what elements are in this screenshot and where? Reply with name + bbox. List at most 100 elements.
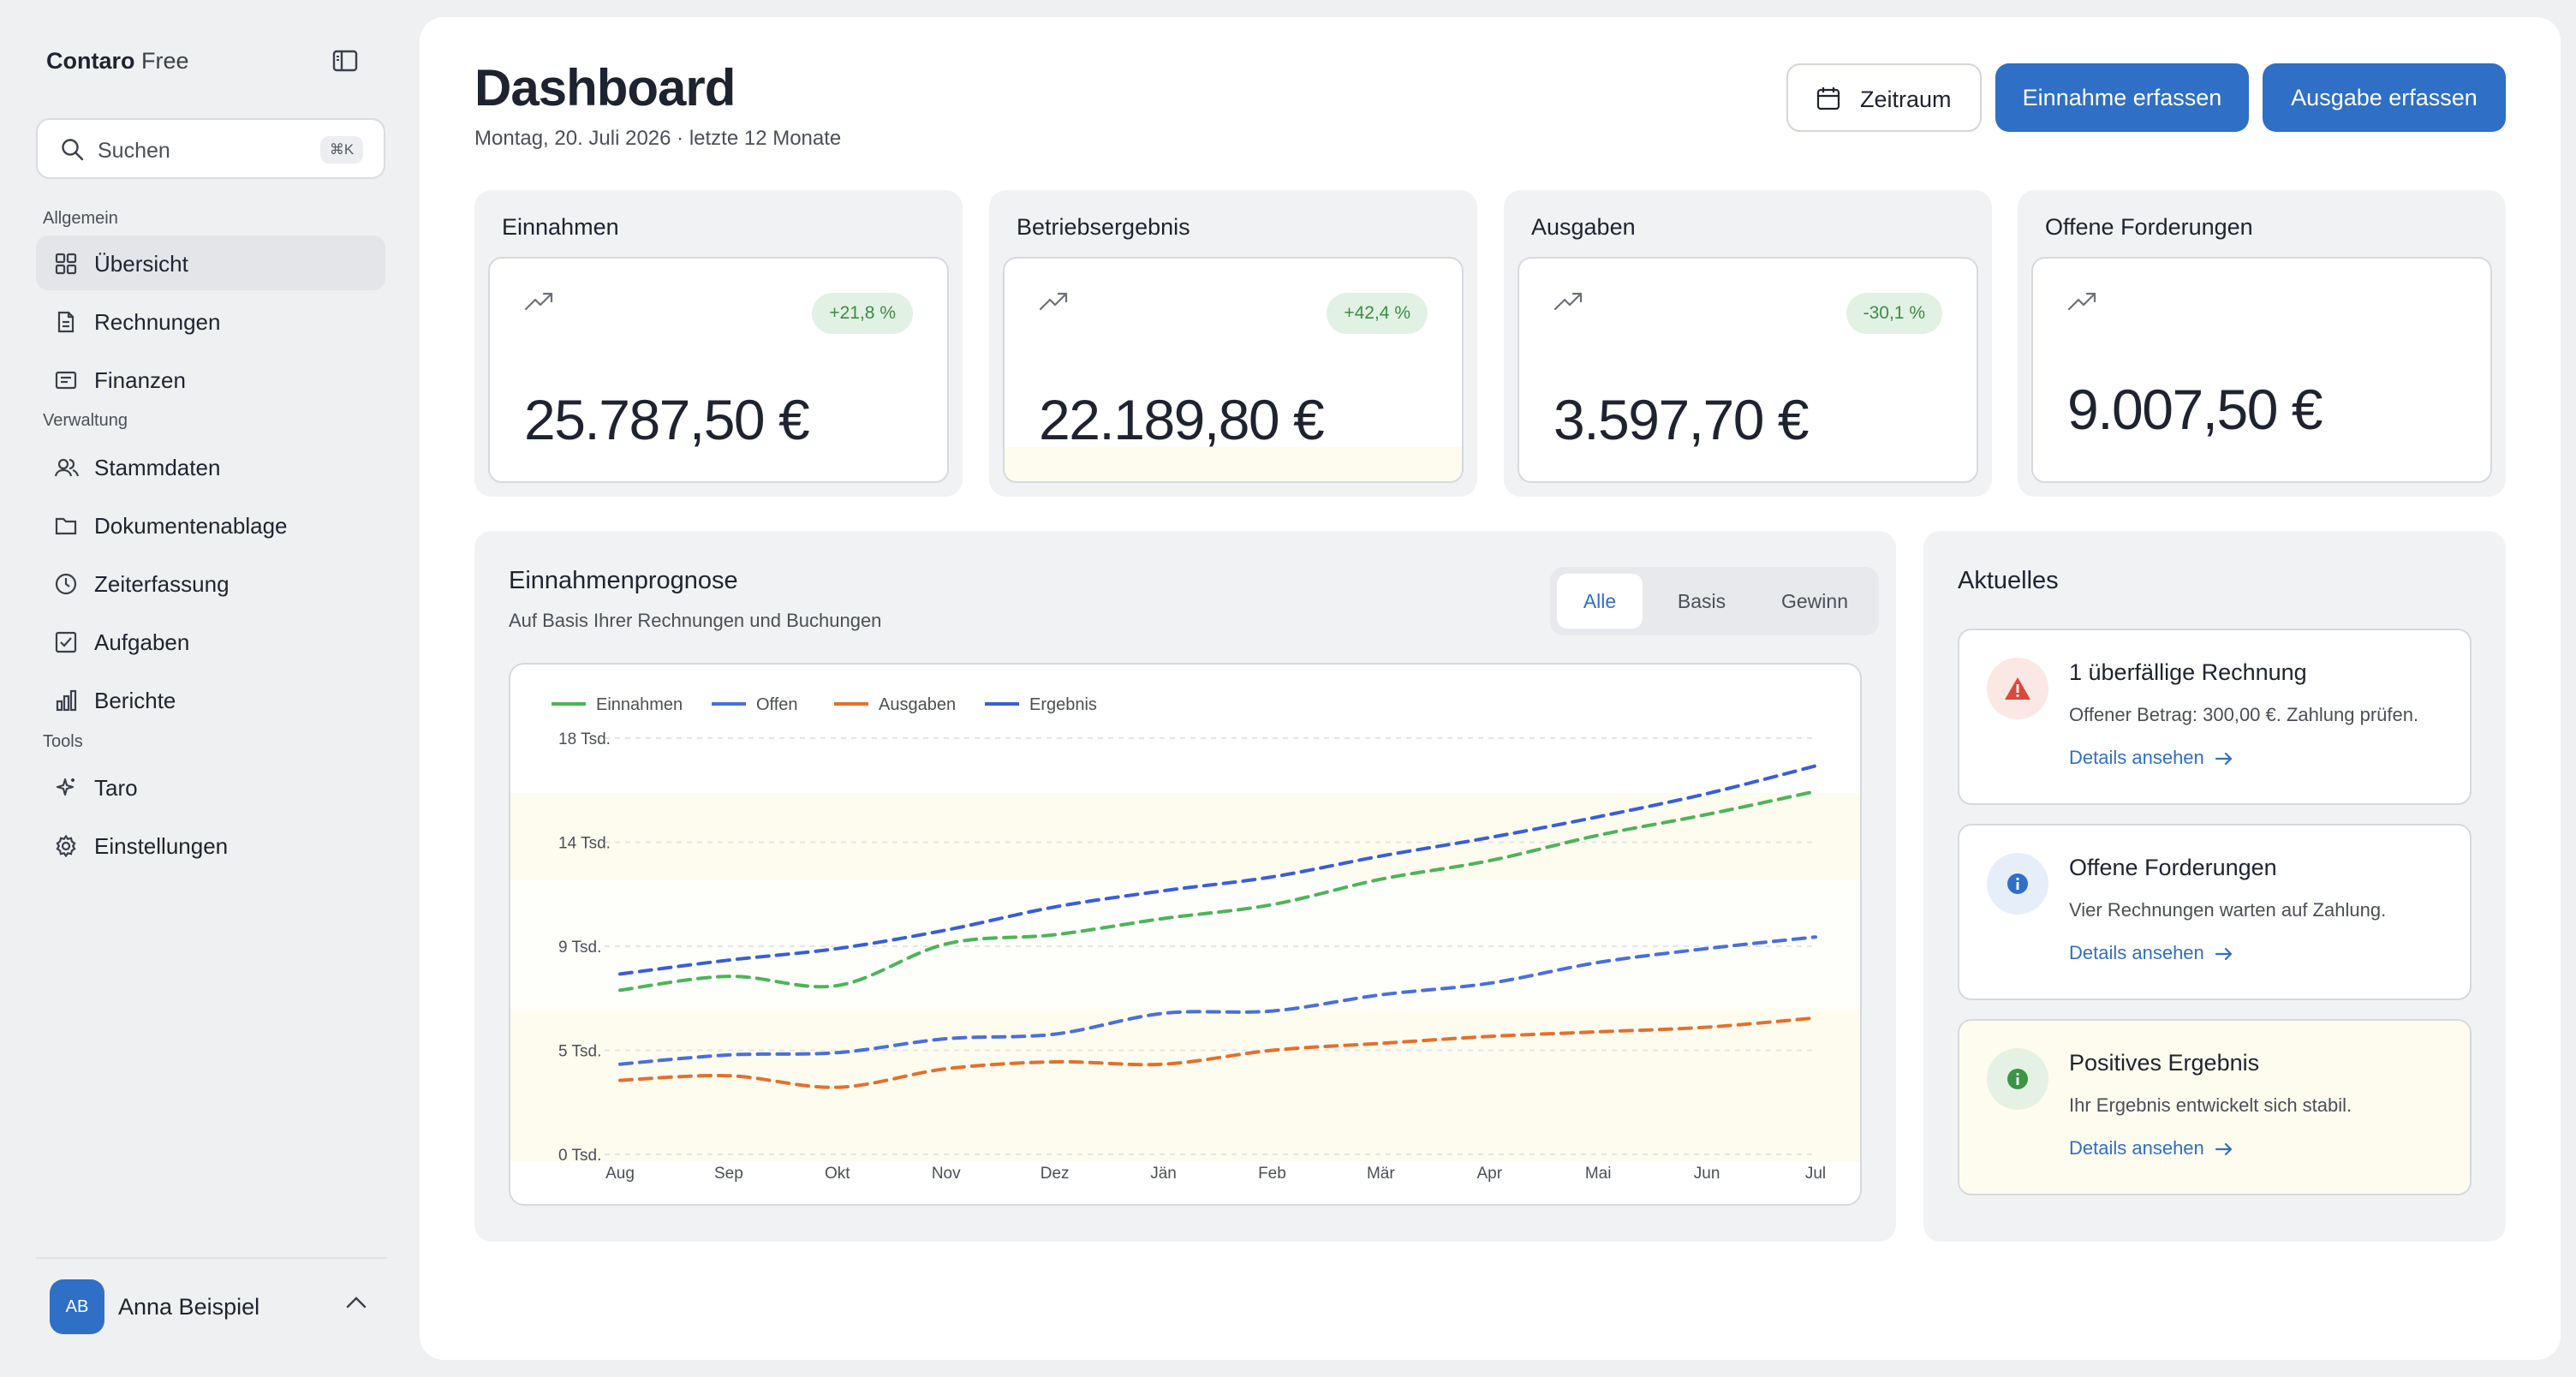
- y-tick-label: 0 Tsd.: [558, 1147, 601, 1165]
- chart-band: [510, 880, 1860, 1009]
- section-label-allgemein: Allgemein: [43, 209, 118, 228]
- sidebar-item-label: Finanzen: [94, 367, 186, 393]
- sidebar-item-stammdaten[interactable]: Stammdaten: [36, 439, 385, 494]
- kpi-title: Offene Forderungen: [2045, 214, 2253, 240]
- kpi-card[interactable]: 9.007,50 €: [2031, 257, 2492, 483]
- series-line: [618, 935, 1817, 1066]
- tab-basis[interactable]: Basis: [1677, 590, 1726, 612]
- tab-alle[interactable]: Alle: [1557, 574, 1643, 629]
- sidebar-item-einstellungen[interactable]: Einstellungen: [36, 818, 385, 873]
- y-tick-label: 5 Tsd.: [558, 1043, 601, 1061]
- chevron-up-icon[interactable]: [344, 1295, 368, 1310]
- kpi-card[interactable]: -30,1 % 3.597,70 €: [1518, 257, 1978, 483]
- details-link-label: Details ansehen: [2069, 942, 2204, 963]
- kpi-title: Betriebsergebnis: [1017, 214, 1190, 240]
- legend-label: Ausgaben: [879, 695, 956, 714]
- forecast-filter: Alle Basis Gewinn: [1550, 567, 1879, 635]
- chart-subtitle: Auf Basis Ihrer Rechnungen und Buchungen: [509, 610, 882, 631]
- news-card-positive-result[interactable]: Positives Ergebnis Ihr Ergebnis entwicke…: [1958, 1019, 2472, 1195]
- add-expense-button[interactable]: Ausgabe erfassen: [2263, 63, 2506, 132]
- period-button-label: Zeitraum: [1860, 86, 1952, 112]
- kpi-value: 9.007,50 €: [2067, 378, 2323, 441]
- kpi-expenses: Ausgaben -30,1 % 3.597,70 €: [1504, 190, 1992, 497]
- forecast-panel: Einnahmenprognose Auf Basis Ihrer Rechnu…: [474, 531, 1896, 1242]
- tab-gewinn[interactable]: Gewinn: [1781, 590, 1848, 612]
- add-income-button[interactable]: Einnahme erfassen: [1995, 63, 2249, 132]
- checkbox-icon: [55, 631, 77, 653]
- search-shortcut: ⌘K: [320, 136, 363, 164]
- sidebar-toggle-icon[interactable]: [332, 50, 361, 75]
- chart-area: 0 Tsd. 5 Tsd. 9 Tsd. 14 Tsd. 18 Tsd. Aug Sep Ok…: [509, 663, 1862, 1206]
- news-card-receivables[interactable]: Offene Forderungen Vier Rechnungen warte…: [1958, 824, 2472, 1000]
- kpi-card[interactable]: +42,4 % 22.189,80 €: [1003, 257, 1464, 483]
- info-icon: [1987, 1048, 2048, 1110]
- sidebar-item-dokumentenablage[interactable]: Dokumentenablage: [36, 498, 385, 552]
- period-button[interactable]: Zeitraum: [1786, 63, 1982, 132]
- section-label-tools: Tools: [43, 732, 83, 751]
- sidebar-item-label: Einstellungen: [94, 833, 229, 859]
- news-card-title: Positives Ergebnis: [2069, 1050, 2260, 1076]
- sidebar-item-berichte[interactable]: Berichte: [36, 672, 385, 727]
- arrow-right-icon: [2215, 1143, 2232, 1156]
- brand-logo: Contaro Free: [46, 48, 189, 74]
- news-card-overdue[interactable]: 1 überfällige Rechnung Offener Betrag: 3…: [1958, 629, 2472, 805]
- x-tick-label: Sep: [714, 1165, 743, 1183]
- x-tick-label: Jän: [1150, 1165, 1177, 1183]
- news-card-title: Offene Forderungen: [2069, 855, 2277, 880]
- bar-chart-icon: [55, 689, 77, 712]
- trend-up-icon: [1553, 291, 1584, 312]
- ledger-icon: [55, 369, 77, 391]
- news-card-text: Ihr Ergebnis entwickelt sich stabil.: [2069, 1094, 2352, 1116]
- details-link[interactable]: Details ansehen: [2069, 747, 2233, 769]
- main-content: Dashboard Montag, 20. Juli 2026 · letzte…: [420, 17, 2561, 1360]
- sidebar-item-aufgaben[interactable]: Aufgaben: [36, 614, 385, 669]
- forecast-line-chart: 0 Tsd. 5 Tsd. 9 Tsd. 14 Tsd. 18 Tsd. Aug Sep Ok…: [510, 695, 1860, 1183]
- details-link[interactable]: Details ansehen: [2069, 1137, 2233, 1159]
- news-card-text: Offener Betrag: 300,00 €. Zahlung prüfen…: [2069, 704, 2419, 725]
- page-subtitle: Montag, 20. Juli 2026 · letzte 12 Monate: [474, 127, 842, 150]
- users-icon: [55, 456, 79, 479]
- document-icon: [55, 311, 77, 333]
- details-link-label: Details ansehen: [2069, 1137, 2204, 1159]
- calendar-icon: [1816, 87, 1840, 110]
- x-tick-label: Apr: [1476, 1165, 1502, 1183]
- kpi-card[interactable]: +21,8 % 25.787,50 €: [488, 257, 949, 483]
- grid-icon: [55, 253, 77, 275]
- x-tick-label: Jun: [1694, 1165, 1720, 1183]
- kpi-open-receivables: Offene Forderungen 9.007,50 €: [2018, 190, 2506, 497]
- sidebar-item-label: Taro: [94, 775, 138, 801]
- sidebar-item-zeiterfassung[interactable]: Zeiterfassung: [36, 556, 385, 611]
- kpi-title: Einnahmen: [502, 214, 619, 240]
- kpi-title: Ausgaben: [1531, 214, 1636, 240]
- y-tick-label: 9 Tsd.: [558, 939, 601, 957]
- avatar[interactable]: AB: [50, 1279, 104, 1334]
- info-icon: [1987, 853, 2048, 915]
- y-tick-label: 18 Tsd.: [558, 730, 611, 748]
- warning-icon: [1987, 658, 2048, 719]
- page-title: Dashboard: [474, 59, 736, 116]
- sidebar-item-label: Stammdaten: [94, 455, 221, 480]
- x-tick-label: Feb: [1258, 1165, 1286, 1183]
- sidebar-item-uebersicht[interactable]: Übersicht: [36, 235, 385, 290]
- arrow-right-icon: [2215, 948, 2232, 961]
- x-tick-label: Aug: [605, 1165, 635, 1183]
- sidebar-item-label: Übersicht: [94, 251, 188, 277]
- search-input[interactable]: Suchen ⌘K: [36, 118, 385, 179]
- sidebar-item-finanzen[interactable]: Finanzen: [36, 352, 385, 407]
- sidebar-item-label: Aufgaben: [94, 629, 190, 655]
- sidebar-item-taro[interactable]: Taro: [36, 760, 385, 814]
- sidebar-item-label: Rechnungen: [94, 309, 221, 335]
- trend-up-icon: [524, 291, 555, 312]
- sidebar-item-label: Dokumentenablage: [94, 513, 288, 539]
- x-tick-label: Nov: [932, 1165, 961, 1183]
- chart-title: Einnahmenprognose: [509, 567, 738, 594]
- details-link[interactable]: Details ansehen: [2069, 942, 2233, 964]
- trend-up-icon: [1039, 291, 1070, 312]
- sidebar-item-label: Zeiterfassung: [94, 571, 230, 597]
- divider: [36, 1257, 387, 1259]
- sidebar-item-rechnungen[interactable]: Rechnungen: [36, 294, 385, 349]
- sidebar: Contaro Free Suchen ⌘K Allgemein Übersic…: [0, 0, 420, 1377]
- kpi-value: 22.189,80 €: [1039, 388, 1325, 451]
- kpi-operating-result: Betriebsergebnis +42,4 % 22.189,80 €: [989, 190, 1477, 497]
- user-name[interactable]: Anna Beispiel: [118, 1294, 260, 1320]
